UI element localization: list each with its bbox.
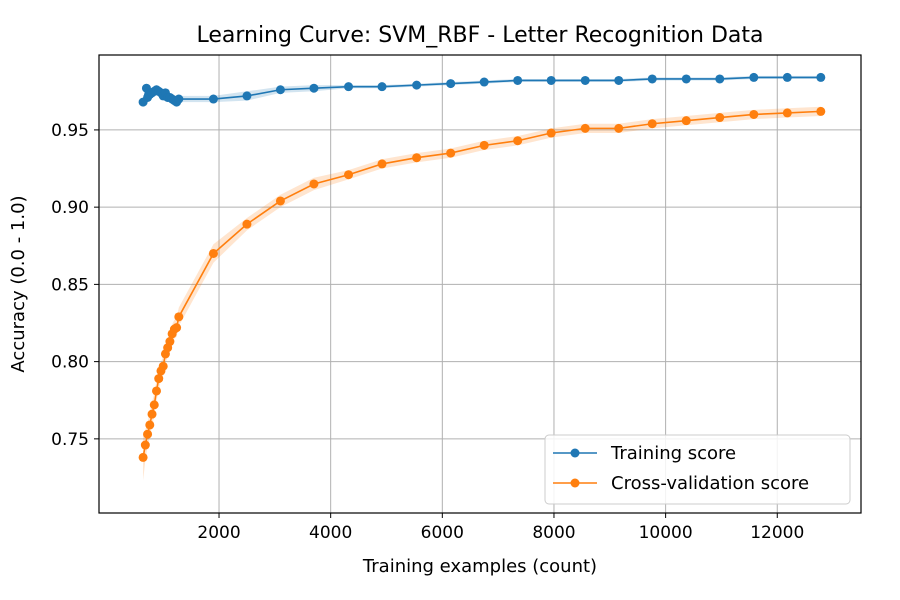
chart-title: Learning Curve: SVM_RBF - Letter Recogni…: [196, 23, 763, 48]
training-score-point: [309, 83, 319, 93]
training-score-point: [816, 72, 826, 82]
training-score-point: [614, 75, 624, 85]
cv-score-point: [149, 400, 159, 410]
training-score-point: [377, 82, 387, 92]
training-score-point: [715, 74, 725, 84]
y-tick-label: 0.90: [51, 198, 89, 218]
x-axis-label: Training examples (count): [362, 556, 597, 577]
cv-score-point: [165, 337, 175, 347]
cv-score-point: [749, 109, 759, 119]
legend-cv-marker: [570, 478, 580, 488]
training-score-point: [174, 94, 184, 104]
cv-score-point: [143, 429, 153, 439]
training-score-point: [344, 82, 354, 92]
cv-score-point: [479, 140, 489, 150]
cv-score-point: [446, 148, 456, 158]
legend-training-marker: [570, 448, 580, 458]
x-tick-label: 8000: [532, 523, 575, 543]
training-score-point: [208, 94, 218, 104]
cv-score-point: [138, 452, 148, 462]
cv-score-point: [151, 386, 161, 396]
cv-score-point: [412, 153, 422, 163]
training-score-point: [782, 72, 792, 82]
training-score-point: [749, 72, 759, 82]
legend: Training score Cross-validation score: [544, 434, 851, 505]
cv-score-point: [309, 179, 319, 189]
y-tick-label: 0.75: [51, 430, 89, 450]
training-score-point: [412, 80, 422, 90]
training-score-point: [275, 85, 285, 95]
cv-score-point: [580, 123, 590, 133]
x-tick-label: 6000: [421, 523, 464, 543]
grid-lines: [99, 55, 861, 513]
cv-score-point: [158, 361, 168, 371]
cv-score-point: [546, 128, 556, 138]
cv-score-point: [172, 323, 182, 333]
training-score-point: [479, 77, 489, 87]
y-tick-label: 0.80: [51, 353, 89, 373]
cv-score-point: [816, 106, 826, 116]
x-axis-ticks: 2000 4000 6000 8000 10000 12000: [197, 513, 804, 543]
cv-score-point: [145, 420, 155, 430]
cv-score-point: [513, 136, 523, 146]
cv-score-point: [147, 409, 157, 419]
y-axis-ticks: 0.75 0.80 0.85 0.90 0.95: [51, 121, 99, 450]
cv-score-point: [344, 170, 354, 180]
x-tick-label: 12000: [750, 523, 804, 543]
training-score-point: [647, 74, 657, 84]
x-tick-label: 4000: [309, 523, 352, 543]
series-points: [138, 72, 826, 462]
legend-box: [544, 434, 851, 505]
cv-score-point: [208, 248, 218, 258]
legend-training-label: Training score: [610, 443, 736, 464]
training-score-point: [242, 91, 252, 101]
cv-score-point: [614, 123, 624, 133]
legend-cv-label: Cross-validation score: [611, 473, 809, 494]
y-axis-label: Accuracy (0.0 - 1.0): [8, 195, 29, 372]
y-tick-label: 0.85: [51, 275, 89, 295]
cv-score-point: [140, 440, 150, 450]
cv-score-point: [377, 159, 387, 169]
cv-score-point: [242, 219, 252, 229]
training-score-point: [546, 75, 556, 85]
y-tick-label: 0.95: [51, 121, 89, 141]
cv-score-point: [275, 196, 285, 206]
cv-score-point: [154, 374, 164, 384]
training-score-point: [681, 74, 691, 84]
x-tick-label: 10000: [639, 523, 693, 543]
training-score-point: [580, 75, 590, 85]
cv-score-point: [715, 113, 725, 123]
training-score-point: [513, 75, 523, 85]
cv-score-point: [681, 116, 691, 126]
training-score-point: [446, 79, 456, 89]
cv-score-point: [647, 119, 657, 129]
x-tick-label: 2000: [197, 523, 240, 543]
cv-score-point: [782, 108, 792, 118]
cv-score-point: [174, 312, 184, 322]
